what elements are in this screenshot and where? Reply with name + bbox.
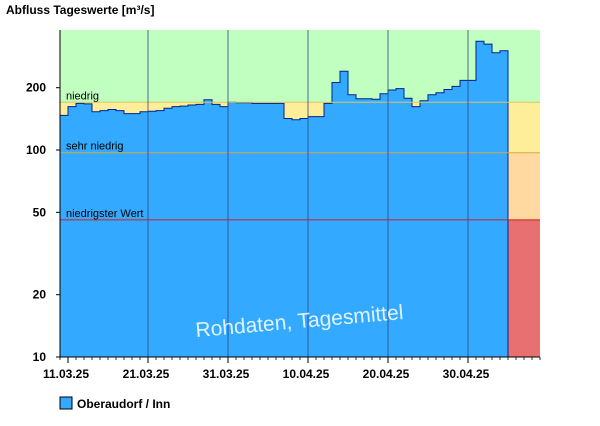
x-tick-label: 10.04.25 bbox=[283, 367, 330, 381]
series-area-oberaudorf-inn bbox=[59, 40, 509, 358]
threshold-label-niedrig: niedrig bbox=[66, 90, 99, 102]
x-tick-label: 11.03.25 bbox=[43, 367, 89, 381]
legend-label: Oberaudorf / Inn bbox=[77, 397, 170, 411]
threshold-label-niedrigster-Wert: niedrigster Wert bbox=[66, 208, 143, 220]
y-tick-label: 100 bbox=[26, 143, 46, 157]
legend-swatch bbox=[59, 396, 73, 410]
legend: Oberaudorf / Inn bbox=[59, 396, 170, 411]
x-tick-label: 21.03.25 bbox=[123, 367, 170, 381]
x-tick-label: 30.04.25 bbox=[443, 367, 490, 381]
chart-title: Abfluss Tageswerte [m³/s] bbox=[6, 3, 154, 17]
y-tick-label: 50 bbox=[33, 205, 47, 219]
x-tick-label: 31.03.25 bbox=[203, 367, 250, 381]
plot-area: niedrig sehr niedrig niedrigster Wert 10 20 5… bbox=[26, 30, 541, 381]
y-tick-label: 10 bbox=[33, 350, 47, 364]
y-tick-label: 200 bbox=[26, 81, 46, 95]
y-tick-label: 20 bbox=[33, 288, 47, 302]
x-tick-label: 20.04.25 bbox=[363, 367, 410, 381]
threshold-label-sehr-niedrig: sehr niedrig bbox=[66, 141, 123, 153]
